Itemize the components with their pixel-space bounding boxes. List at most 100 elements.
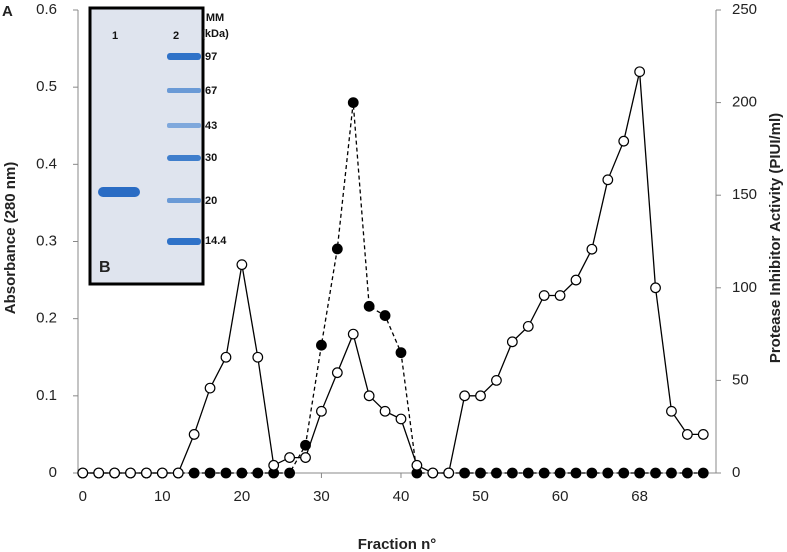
data-point: [475, 390, 486, 402]
ladder-band: [167, 53, 201, 60]
y-tick-label: 0.4: [36, 155, 57, 172]
data-point: [252, 351, 264, 363]
data-point: [316, 339, 327, 351]
x-tick-label: 10: [154, 488, 171, 505]
data-point: [125, 467, 136, 479]
y-tick-label: 0.1: [36, 387, 57, 404]
data-point: [666, 467, 677, 479]
x-tick-label: 30: [313, 488, 330, 505]
data-point: [506, 336, 518, 348]
y-tick-label: 0.2: [36, 310, 57, 327]
ladder-band: [167, 238, 201, 245]
data-point: [316, 405, 327, 417]
marker-label: 20: [205, 195, 217, 207]
y2-tick-label: 0: [732, 464, 740, 481]
data-point: [204, 467, 216, 479]
data-point: [586, 467, 598, 479]
data-point: [522, 467, 534, 479]
data-point: [650, 282, 661, 294]
data-point: [363, 390, 375, 402]
data-point: [506, 467, 518, 479]
ladder-band: [167, 155, 201, 161]
data-point: [554, 290, 566, 301]
data-point: [411, 459, 423, 471]
data-point: [666, 405, 677, 417]
data-point: [586, 243, 598, 255]
data-point: [268, 459, 280, 471]
data-point: [236, 259, 248, 271]
y2-tick-label: 200: [732, 94, 757, 111]
data-point: [475, 467, 486, 479]
series-line: [82, 102, 704, 474]
y2-axis-title: Protease Inhibitor Activity (PIUI/ml): [767, 113, 784, 363]
data-point: [491, 375, 502, 386]
data-point: [204, 382, 216, 394]
data-point: [347, 328, 359, 340]
marker-header: MM: [206, 12, 224, 24]
inset-label: B: [99, 259, 111, 276]
ladder-band: [167, 123, 201, 128]
x-tick-label: 40: [393, 488, 410, 505]
data-point: [109, 467, 120, 479]
x-tick-label: 50: [472, 488, 489, 505]
marker-label: 67: [205, 85, 217, 97]
data-point: [681, 429, 693, 440]
marker-label: 14.4: [205, 235, 227, 247]
data-point: [188, 467, 200, 479]
data-point: [602, 467, 614, 479]
series-line: [82, 71, 704, 474]
gel-band: [98, 187, 140, 197]
data-point: [331, 367, 343, 379]
data-point: [538, 467, 550, 479]
data-point: [188, 429, 200, 440]
data-point: [379, 405, 391, 417]
data-point: [220, 351, 232, 363]
data-point: [363, 300, 375, 312]
y2-tick-label: 50: [732, 371, 749, 388]
data-point: [634, 467, 646, 479]
y-tick-label: 0.3: [36, 232, 57, 249]
data-point: [697, 467, 709, 479]
data-point: [697, 429, 709, 440]
y2-tick-label: 150: [732, 186, 757, 203]
data-point: [331, 243, 343, 255]
data-point: [300, 452, 311, 463]
x-tick-label: 0: [79, 488, 87, 505]
data-point: [284, 467, 296, 479]
data-point: [93, 467, 105, 479]
data-point: [156, 467, 168, 479]
marker-label: 43: [205, 120, 217, 132]
lane-label: 1: [112, 30, 118, 42]
x-tick-label: 20: [234, 488, 251, 505]
y-axis-title: Absorbance (280 nm): [2, 162, 19, 315]
y-tick-label: 0.5: [36, 78, 57, 95]
data-point: [220, 467, 232, 479]
data-point: [252, 467, 264, 479]
x-tick-label: 68: [631, 488, 648, 505]
x-axis-title: Fraction n°: [358, 536, 437, 552]
data-point: [379, 310, 391, 321]
data-point: [347, 97, 359, 108]
data-point: [491, 467, 502, 479]
y2-tick-label: 250: [732, 1, 757, 18]
data-point: [554, 467, 566, 479]
data-point: [522, 320, 534, 332]
data-point: [284, 452, 296, 463]
data-point: [618, 135, 630, 147]
data-point: [570, 274, 582, 286]
marker-label: 97: [205, 51, 217, 63]
ladder-band: [167, 198, 201, 203]
data-point: [459, 390, 471, 402]
panel-label: A: [2, 3, 13, 20]
data-point: [538, 290, 550, 301]
y-tick-label: 0.6: [36, 1, 57, 18]
data-point: [172, 467, 184, 479]
gel-inset: 1 2 MM (kDa) 97 67 43 30 20 14.4 B: [88, 6, 229, 286]
data-point: [300, 439, 311, 451]
ladder-band: [167, 88, 201, 93]
data-point: [427, 467, 439, 479]
data-point: [650, 467, 661, 479]
data-point: [681, 467, 693, 479]
